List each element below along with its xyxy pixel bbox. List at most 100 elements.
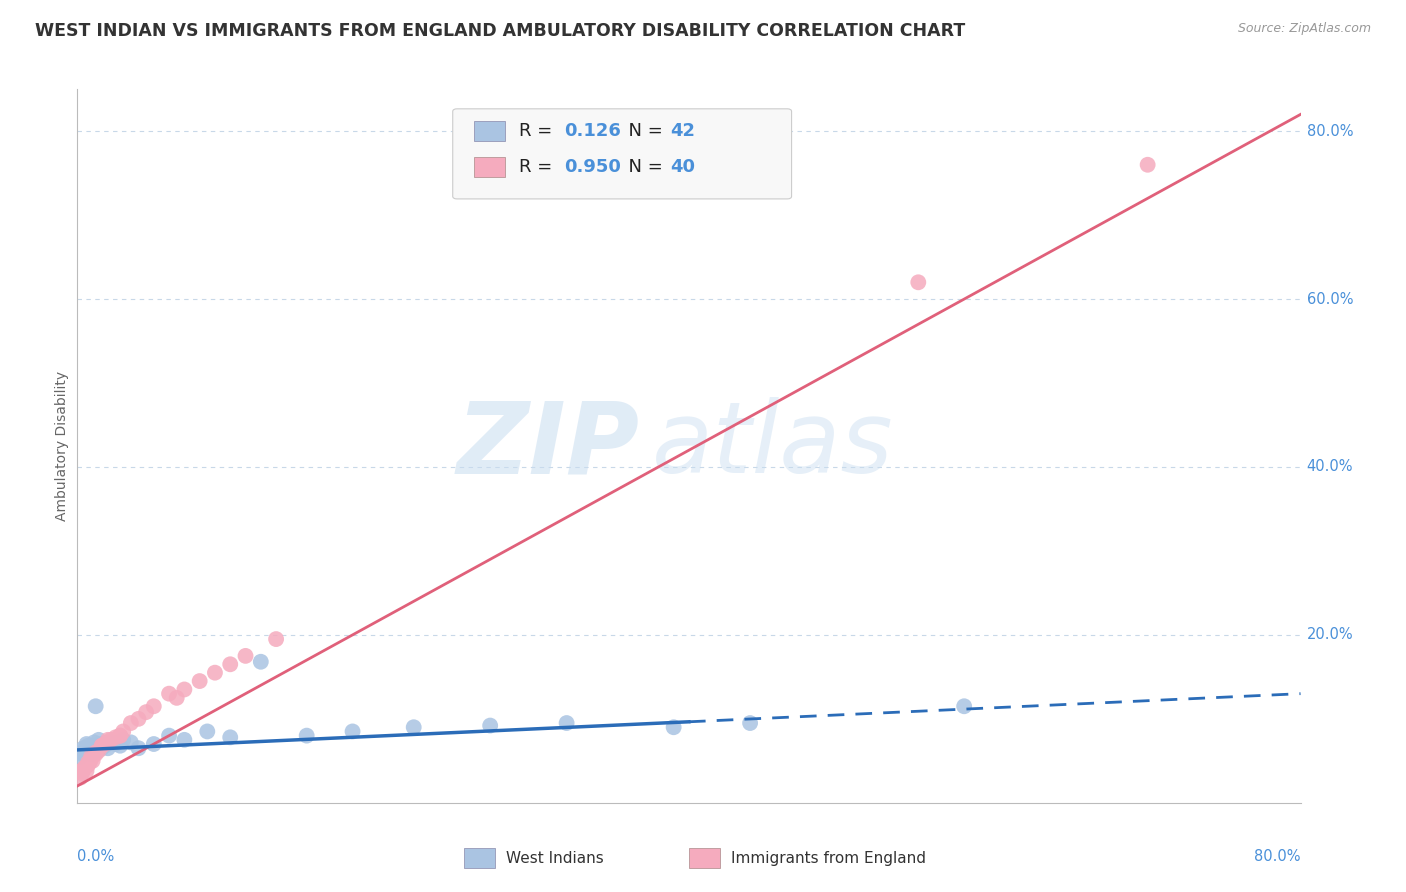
Y-axis label: Ambulatory Disability: Ambulatory Disability [55, 371, 69, 521]
Text: 80.0%: 80.0% [1306, 124, 1353, 138]
Point [89, 737, 111, 751]
Text: Source: ZipAtlas.com: Source: ZipAtlas.com [1237, 22, 1371, 36]
Point [83, 735, 105, 749]
Point [127, 741, 149, 756]
Text: N =: N = [617, 122, 669, 140]
Point [84, 739, 107, 754]
Point [84, 747, 107, 761]
Point [295, 729, 318, 743]
Point [87, 732, 110, 747]
Point [142, 737, 165, 751]
Point [662, 720, 685, 734]
Point [80, 741, 103, 756]
Point [108, 729, 131, 743]
Point [77, 741, 100, 756]
Point [135, 705, 157, 719]
Point [97, 735, 120, 749]
Point [79, 744, 101, 758]
Point [69, 749, 91, 764]
Point [76, 764, 98, 778]
Point [104, 737, 127, 751]
Point [97, 741, 120, 756]
Text: N =: N = [617, 158, 669, 176]
Point [70, 746, 93, 760]
Point [94, 739, 117, 753]
Point [1136, 158, 1159, 172]
Text: Immigrants from England: Immigrants from England [731, 851, 927, 865]
Point [188, 674, 211, 689]
Point [82, 739, 104, 753]
Point [100, 735, 122, 749]
Point [264, 632, 287, 646]
Point [342, 724, 364, 739]
Point [104, 731, 127, 745]
Point [219, 657, 242, 672]
Point [69, 771, 91, 785]
Point [907, 275, 929, 289]
Point [108, 729, 131, 743]
Point [77, 758, 100, 772]
Point [112, 724, 135, 739]
Point [80, 747, 103, 761]
Point [76, 737, 98, 751]
Text: WEST INDIAN VS IMMIGRANTS FROM ENGLAND AMBULATORY DISABILITY CORRELATION CHART: WEST INDIAN VS IMMIGRANTS FROM ENGLAND A… [35, 22, 966, 40]
Point [120, 735, 142, 749]
Text: 80.0%: 80.0% [1254, 849, 1301, 864]
Point [84, 699, 107, 714]
Point [72, 762, 94, 776]
Point [73, 760, 96, 774]
Text: 20.0%: 20.0% [1306, 627, 1354, 642]
Text: 0.0%: 0.0% [77, 849, 114, 864]
Text: 40.0%: 40.0% [1306, 459, 1353, 475]
Point [77, 739, 100, 753]
Point [97, 732, 120, 747]
Point [120, 716, 142, 731]
Point [204, 665, 226, 680]
Point [94, 737, 117, 751]
Text: 0.950: 0.950 [564, 158, 620, 176]
Point [479, 718, 502, 732]
Point [740, 716, 762, 731]
Point [80, 749, 103, 764]
Text: West Indians: West Indians [506, 851, 605, 865]
Text: 0.126: 0.126 [564, 122, 620, 140]
Point [100, 732, 122, 747]
Point [402, 720, 425, 734]
Point [90, 741, 112, 756]
Text: R =: R = [519, 122, 558, 140]
Point [166, 690, 188, 705]
Point [82, 754, 104, 768]
Point [77, 756, 100, 770]
Point [70, 766, 93, 780]
Point [173, 682, 195, 697]
Point [953, 699, 976, 714]
Point [86, 743, 108, 757]
Text: ZIP: ZIP [457, 398, 640, 494]
Point [235, 648, 257, 663]
Point [108, 739, 131, 753]
Point [73, 746, 96, 760]
Point [90, 739, 112, 753]
Text: 42: 42 [671, 122, 696, 140]
Text: 60.0%: 60.0% [1306, 292, 1353, 307]
Point [73, 744, 96, 758]
Point [70, 764, 93, 778]
Point [127, 712, 149, 726]
Point [157, 729, 180, 743]
Text: atlas: atlas [652, 398, 894, 494]
Point [555, 716, 578, 731]
Point [87, 744, 110, 758]
Point [72, 741, 94, 756]
Text: 40: 40 [671, 158, 696, 176]
Point [195, 724, 218, 739]
Point [84, 746, 107, 760]
Point [250, 655, 273, 669]
Point [112, 732, 135, 747]
Point [90, 739, 112, 753]
Point [79, 756, 101, 770]
Point [157, 687, 180, 701]
Text: R =: R = [519, 158, 558, 176]
Point [219, 731, 242, 745]
Point [80, 752, 103, 766]
Point [142, 699, 165, 714]
